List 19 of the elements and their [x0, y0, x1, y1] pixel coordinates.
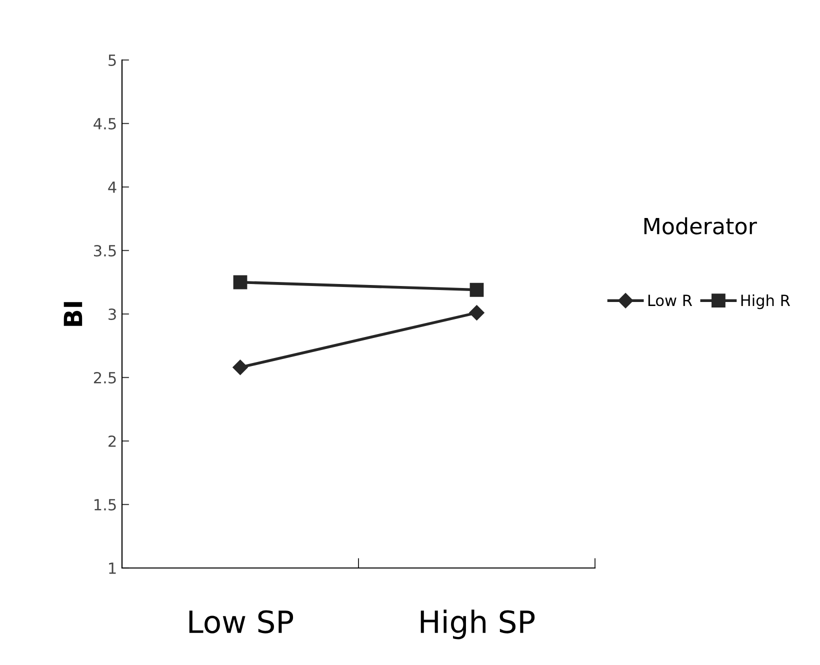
x-tick-label: High SP	[420, 610, 535, 640]
y-tick-label: 2	[108, 435, 116, 447]
point	[232, 360, 248, 375]
y-tick-label: 1.5	[94, 499, 116, 511]
y-tick-label: 2.5	[94, 372, 116, 384]
y-tick-label: 5	[108, 54, 116, 66]
y-tick-label: 4.5	[94, 118, 116, 130]
point	[233, 275, 248, 290]
point	[470, 282, 484, 297]
legend-label: High R	[741, 294, 790, 310]
legend-title: Moderator	[644, 217, 757, 234]
y-axis-title: BI	[64, 302, 82, 326]
y-tick-label: 3.5	[94, 244, 116, 257]
y-tick-label: 3	[108, 308, 116, 320]
y-tick-label: 1	[109, 562, 116, 574]
y-tick-label: 4	[108, 182, 116, 193]
legend-label: Low R	[648, 294, 692, 306]
x-tick-label: Low SP	[189, 610, 294, 634]
point	[469, 305, 484, 320]
